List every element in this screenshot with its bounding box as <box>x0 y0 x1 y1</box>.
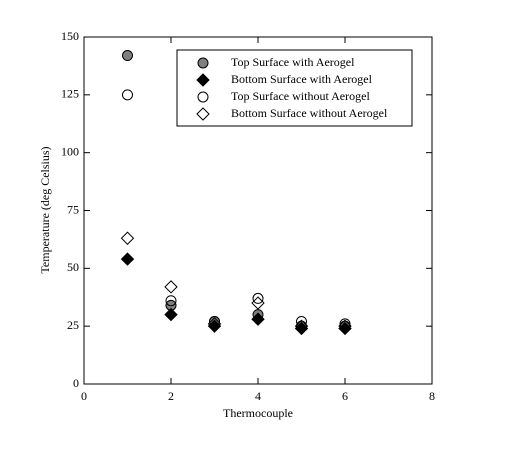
point <box>209 316 220 328</box>
x-tick-label: 6 <box>342 389 348 403</box>
point <box>164 280 178 294</box>
legend-marker <box>196 107 210 121</box>
y-tick-label: 25 <box>67 318 79 332</box>
legend-label: Bottom Surface with Aerogel <box>231 72 373 86</box>
y-tick-label: 150 <box>61 29 79 43</box>
point <box>339 318 351 330</box>
legend-marker <box>196 73 210 87</box>
legend-label: Top Surface with Aerogel <box>231 55 355 69</box>
y-axis-label: Temperature (deg Celsius) <box>38 146 52 273</box>
point <box>122 50 133 62</box>
y-tick-label: 0 <box>73 376 79 390</box>
y-tick-label: 75 <box>67 202 79 216</box>
point <box>165 295 177 307</box>
y-tick-label: 50 <box>67 260 79 274</box>
x-tick-label: 4 <box>255 389 261 403</box>
legend-marker <box>197 91 209 103</box>
point <box>120 231 135 245</box>
point <box>164 307 178 322</box>
legend-marker <box>197 57 209 69</box>
legend-label: Bottom Surface without Aerogel <box>231 106 388 120</box>
x-tick-label: 0 <box>81 389 87 403</box>
point <box>294 319 309 333</box>
point <box>122 89 133 101</box>
point <box>252 292 264 304</box>
point <box>338 319 352 333</box>
point <box>296 316 307 328</box>
x-axis-label: Thermocouple <box>223 406 293 420</box>
point <box>251 296 265 310</box>
x-tick-label: 2 <box>168 389 174 403</box>
legend-label: Top Surface without Aerogel <box>231 89 370 103</box>
x-tick-label: 8 <box>429 389 435 403</box>
point <box>120 252 135 266</box>
y-tick-label: 125 <box>61 87 79 101</box>
y-tick-label: 100 <box>61 144 79 158</box>
legend-box <box>176 49 413 127</box>
point <box>207 317 222 331</box>
point <box>251 312 265 326</box>
